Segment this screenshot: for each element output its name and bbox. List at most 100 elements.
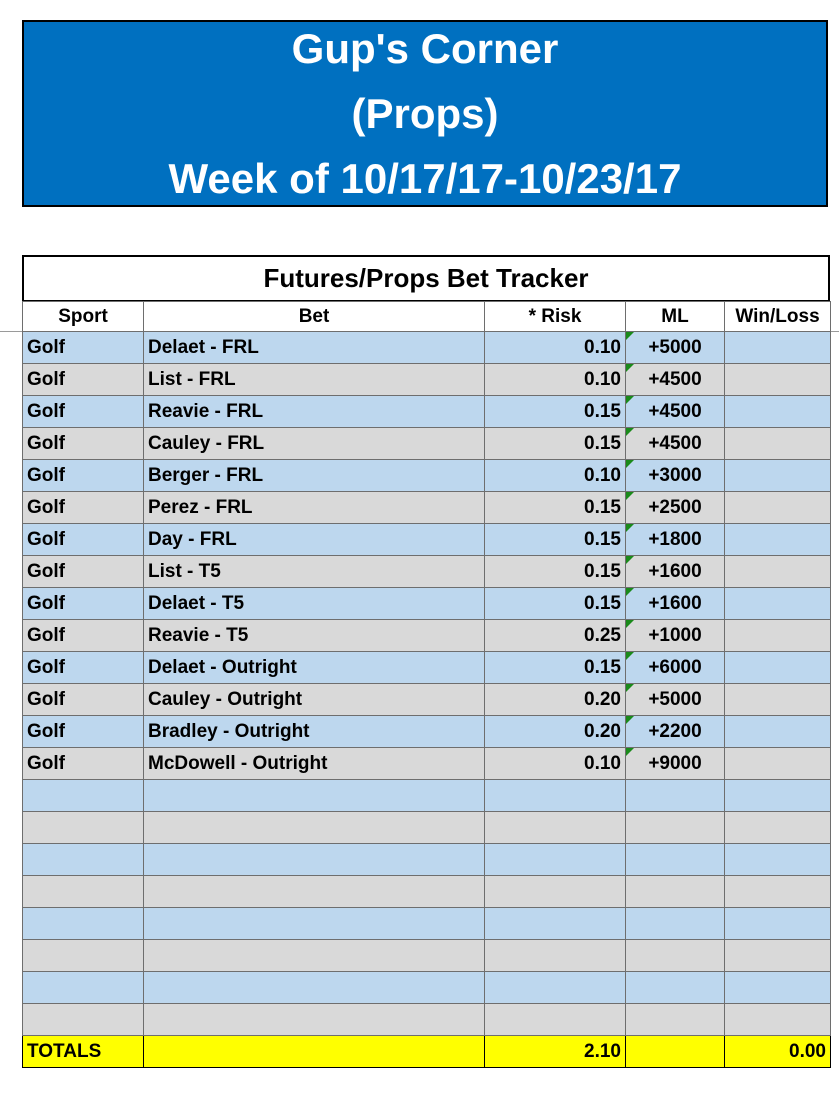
cell-ml[interactable]: +4500 [625,427,725,460]
cell-sport[interactable]: Golf [22,683,144,716]
comment-indicator-icon[interactable] [626,396,634,404]
comment-indicator-icon[interactable] [626,492,634,500]
cell-sport[interactable]: Golf [22,555,144,588]
empty-cell[interactable] [625,971,725,1004]
comment-indicator-icon[interactable] [626,588,634,596]
cell-bet[interactable]: Cauley - Outright [143,683,485,716]
empty-cell[interactable] [484,971,626,1004]
cell-winloss[interactable] [724,523,831,556]
cell-risk[interactable]: 0.15 [484,427,626,460]
empty-cell[interactable] [484,779,626,812]
empty-cell[interactable] [484,811,626,844]
empty-cell[interactable] [143,779,485,812]
cell-winloss[interactable] [724,619,831,652]
cell-winloss[interactable] [724,587,831,620]
cell-ml[interactable]: +5000 [625,683,725,716]
comment-indicator-icon[interactable] [626,428,634,436]
empty-cell[interactable] [724,1003,831,1036]
cell-winloss[interactable] [724,747,831,780]
empty-cell[interactable] [724,939,831,972]
cell-risk[interactable]: 0.15 [484,523,626,556]
comment-indicator-icon[interactable] [626,652,634,660]
cell-ml[interactable]: +9000 [625,747,725,780]
empty-cell[interactable] [22,811,144,844]
totals-bet-cell[interactable] [143,1035,485,1068]
cell-bet[interactable]: Delaet - T5 [143,587,485,620]
comment-indicator-icon[interactable] [626,332,634,340]
cell-ml[interactable]: +3000 [625,459,725,492]
cell-winloss[interactable] [724,459,831,492]
cell-winloss[interactable] [724,651,831,684]
cell-sport[interactable]: Golf [22,587,144,620]
empty-cell[interactable] [143,1003,485,1036]
cell-winloss[interactable] [724,427,831,460]
comment-indicator-icon[interactable] [626,716,634,724]
cell-risk[interactable]: 0.25 [484,619,626,652]
cell-bet[interactable]: Day - FRL [143,523,485,556]
cell-bet[interactable]: Delaet - Outright [143,651,485,684]
empty-cell[interactable] [625,875,725,908]
cell-ml[interactable]: +5000 [625,331,725,364]
comment-indicator-icon[interactable] [626,620,634,628]
cell-sport[interactable]: Golf [22,395,144,428]
cell-sport[interactable]: Golf [22,459,144,492]
cell-ml[interactable]: +4500 [625,395,725,428]
cell-risk[interactable]: 0.10 [484,747,626,780]
comment-indicator-icon[interactable] [626,364,634,372]
col-header-bet[interactable]: Bet [143,301,485,332]
cell-bet[interactable]: Reavie - FRL [143,395,485,428]
comment-indicator-icon[interactable] [626,460,634,468]
cell-winloss[interactable] [724,715,831,748]
cell-ml[interactable]: +6000 [625,651,725,684]
empty-cell[interactable] [625,811,725,844]
cell-winloss[interactable] [724,683,831,716]
cell-sport[interactable]: Golf [22,491,144,524]
cell-ml[interactable]: +1000 [625,619,725,652]
empty-cell[interactable] [484,843,626,876]
empty-cell[interactable] [724,875,831,908]
cell-risk[interactable]: 0.15 [484,555,626,588]
cell-bet[interactable]: Cauley - FRL [143,427,485,460]
cell-sport[interactable]: Golf [22,363,144,396]
cell-sport[interactable]: Golf [22,619,144,652]
comment-indicator-icon[interactable] [626,684,634,692]
cell-winloss[interactable] [724,331,831,364]
cell-ml[interactable]: +1600 [625,555,725,588]
totals-ml-cell[interactable] [625,1035,725,1068]
empty-cell[interactable] [143,875,485,908]
empty-cell[interactable] [22,971,144,1004]
empty-cell[interactable] [484,907,626,940]
empty-cell[interactable] [22,779,144,812]
cell-risk[interactable]: 0.10 [484,459,626,492]
empty-cell[interactable] [143,843,485,876]
cell-risk[interactable]: 0.15 [484,651,626,684]
col-header-winloss[interactable]: Win/Loss [724,301,831,332]
empty-cell[interactable] [143,907,485,940]
cell-bet[interactable]: Perez - FRL [143,491,485,524]
totals-label[interactable]: TOTALS [22,1035,144,1068]
comment-indicator-icon[interactable] [626,748,634,756]
empty-cell[interactable] [625,939,725,972]
col-header-sport[interactable]: Sport [22,301,144,332]
cell-sport[interactable]: Golf [22,427,144,460]
cell-sport[interactable]: Golf [22,651,144,684]
empty-cell[interactable] [484,1003,626,1036]
cell-bet[interactable]: Delaet - FRL [143,331,485,364]
cell-ml[interactable]: +4500 [625,363,725,396]
empty-cell[interactable] [484,939,626,972]
cell-winloss[interactable] [724,555,831,588]
empty-cell[interactable] [22,843,144,876]
totals-risk[interactable]: 2.10 [484,1035,626,1068]
cell-bet[interactable]: List - T5 [143,555,485,588]
cell-ml[interactable]: +2200 [625,715,725,748]
cell-risk[interactable]: 0.20 [484,715,626,748]
cell-ml[interactable]: +1600 [625,587,725,620]
cell-risk[interactable]: 0.15 [484,395,626,428]
empty-cell[interactable] [625,843,725,876]
cell-winloss[interactable] [724,491,831,524]
empty-cell[interactable] [143,811,485,844]
cell-sport[interactable]: Golf [22,331,144,364]
totals-winloss[interactable]: 0.00 [724,1035,831,1068]
empty-cell[interactable] [22,939,144,972]
cell-bet[interactable]: Bradley - Outright [143,715,485,748]
